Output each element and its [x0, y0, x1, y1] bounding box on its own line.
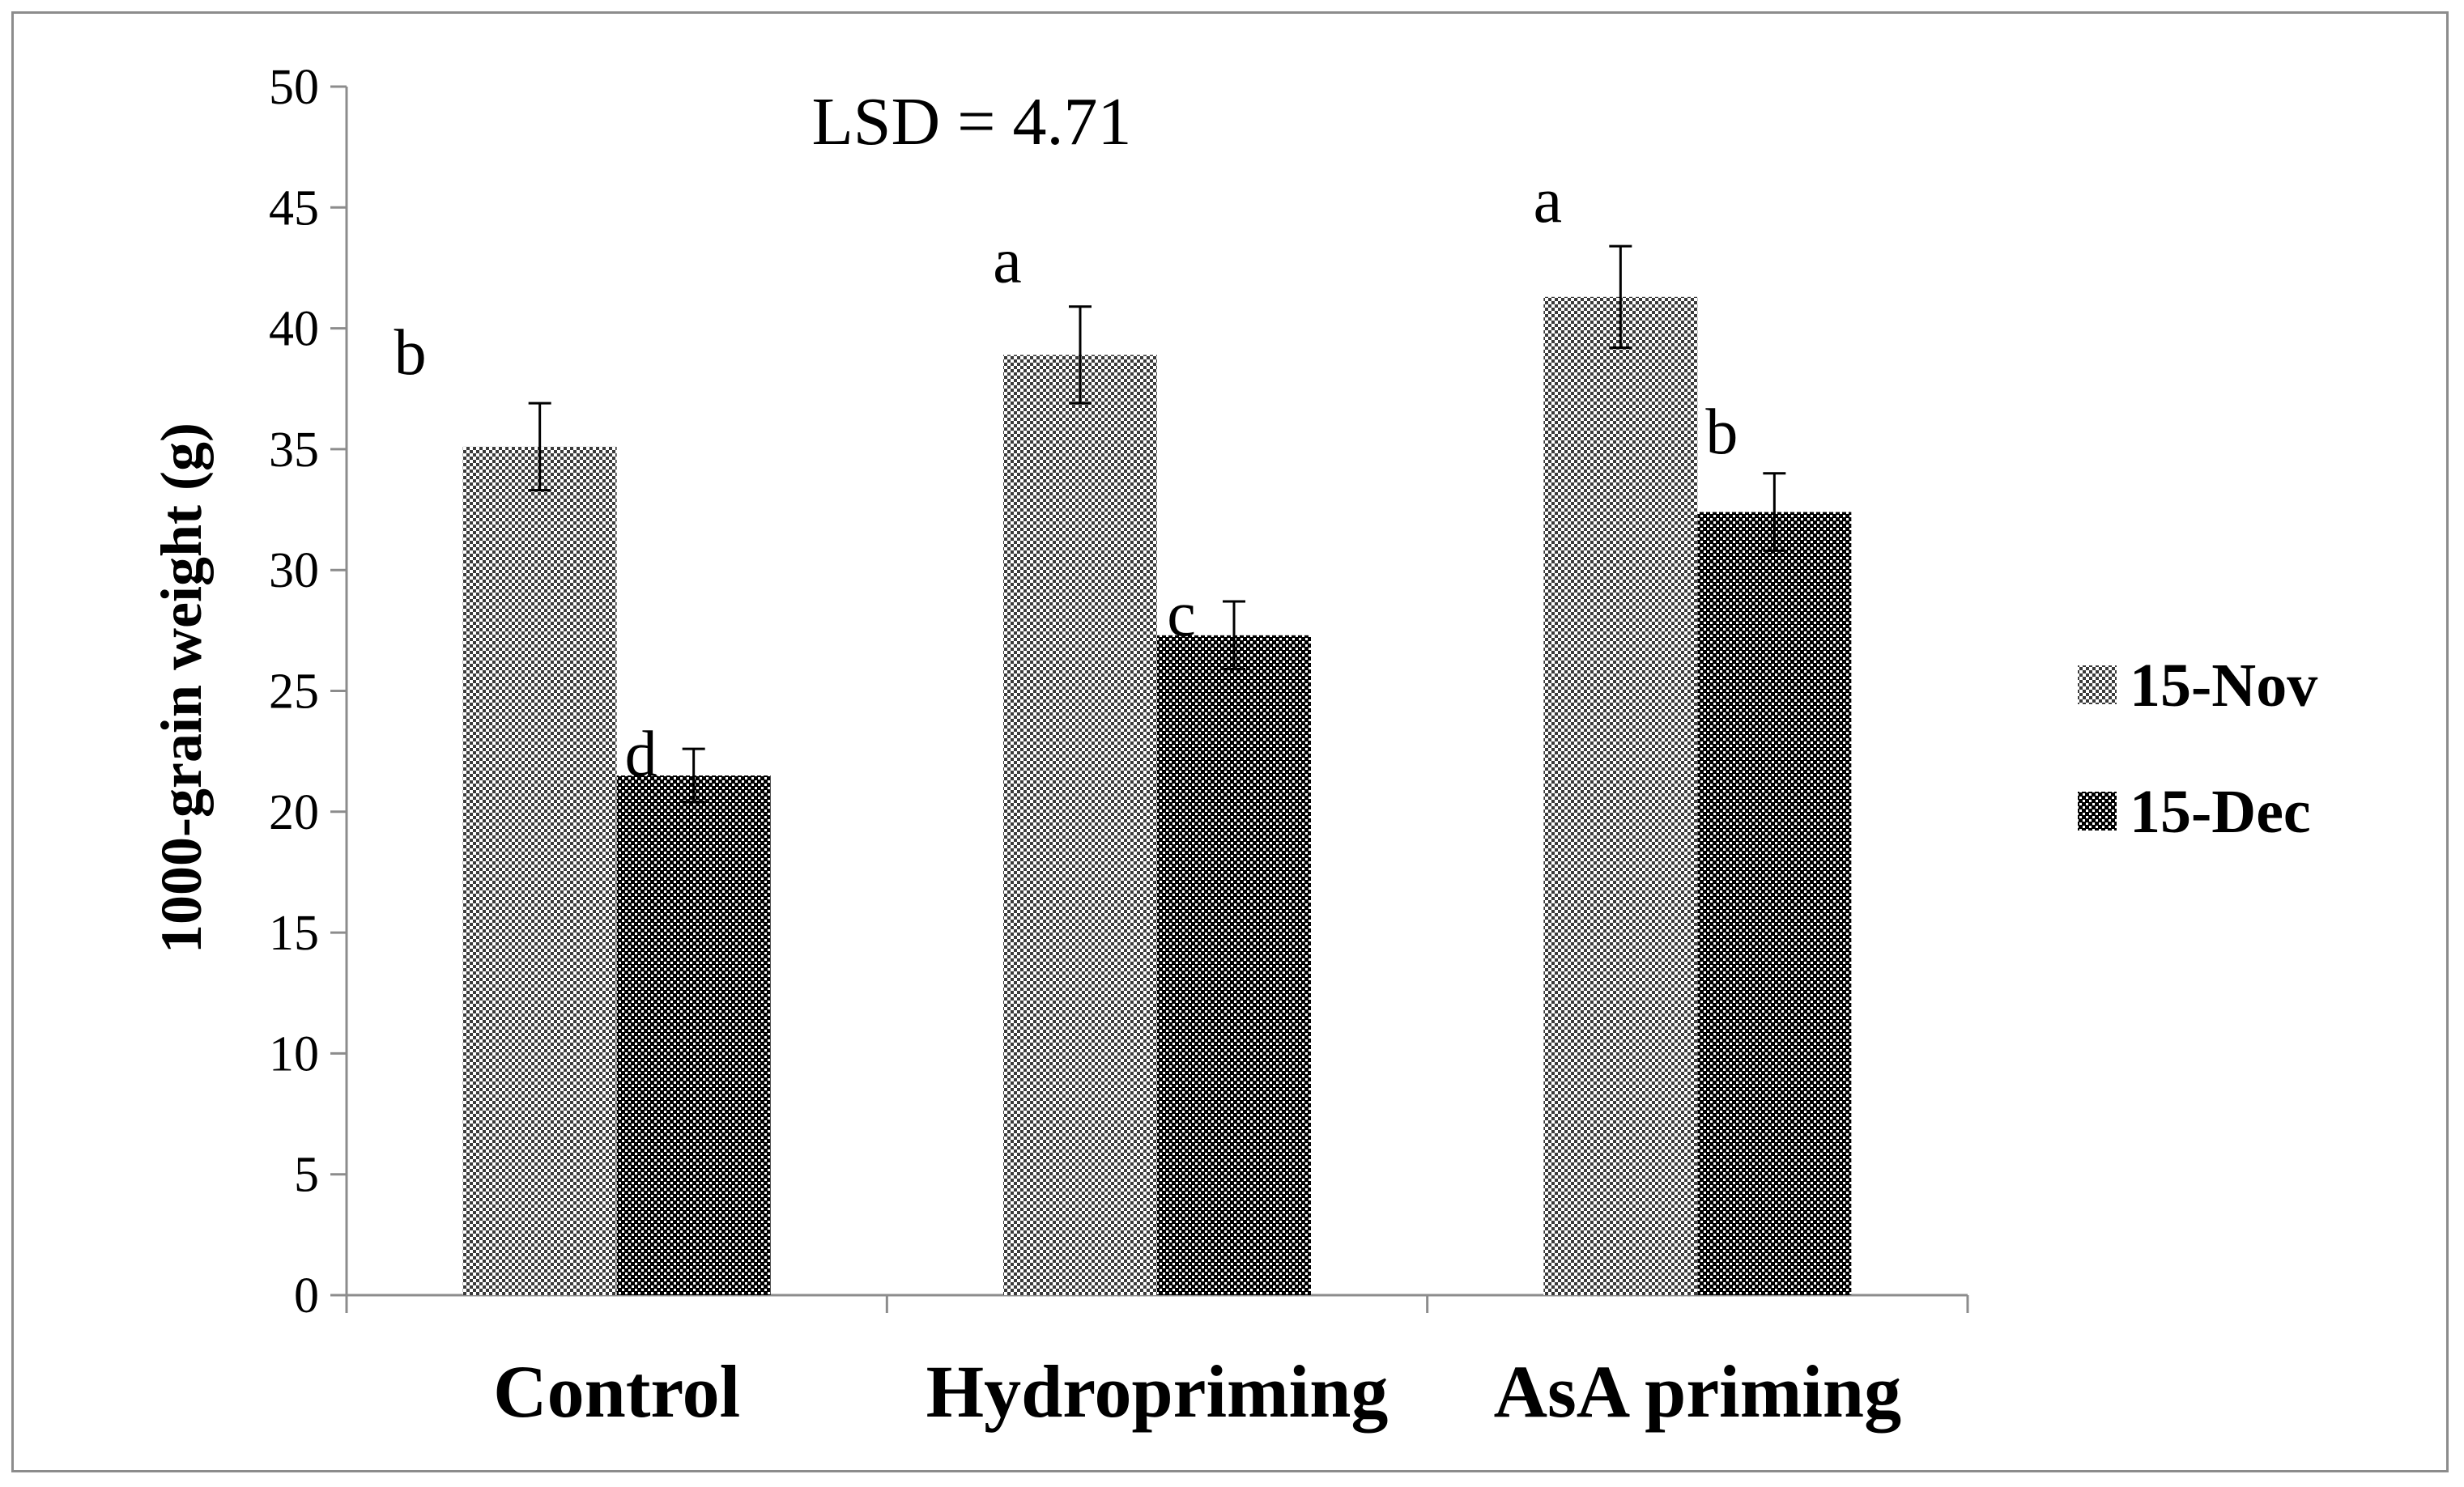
y-tick-label: 50: [269, 60, 319, 115]
legend-label-15-nov: 15-Nov: [2130, 652, 2317, 720]
y-tick-label: 15: [269, 906, 319, 961]
legend-swatch-15-dec: [2078, 792, 2117, 831]
bar-15-dec-hydropriming: [1157, 635, 1311, 1295]
bar-15-dec-asa-priming: [1697, 512, 1852, 1295]
legend-label-15-dec: 15-Dec: [2130, 778, 2311, 846]
y-tick-label: 5: [294, 1148, 319, 1203]
y-tick-label: 40: [269, 302, 319, 357]
bar-15-dec-control: [616, 775, 771, 1295]
y-tick-label: 35: [269, 423, 319, 478]
y-axis-label: 1000-grain weight (g): [149, 423, 214, 954]
bar-15-nov-asa-priming: [1543, 296, 1698, 1296]
x-category-label: Hydropriming: [926, 1350, 1389, 1433]
bar-15-nov-hydropriming: [1003, 355, 1157, 1295]
lsd-annotation: LSD = 4.71: [811, 84, 1131, 159]
y-tick-label: 10: [269, 1026, 319, 1081]
y-tick-label: 30: [269, 543, 319, 598]
y-tick-label: 25: [269, 665, 319, 720]
significance-letter: a: [993, 226, 1022, 297]
significance-letter: b: [1705, 397, 1738, 468]
significance-letter: b: [394, 317, 427, 389]
x-category-label: AsA priming: [1494, 1350, 1902, 1433]
y-tick-label: 45: [269, 181, 319, 236]
legend-swatch-15-nov: [2078, 665, 2117, 704]
significance-letter: a: [1534, 165, 1563, 236]
significance-letter: c: [1167, 579, 1196, 650]
bars: [462, 244, 1852, 1296]
y-tick-label: 20: [269, 785, 319, 840]
legend: 15-Nov 15-Dec: [2078, 652, 2317, 846]
bar-15-nov-control: [462, 446, 617, 1295]
y-tick-label: 0: [294, 1268, 319, 1323]
x-category-label: Control: [493, 1350, 740, 1433]
significance-letter: d: [625, 719, 657, 790]
labels: 0 5 10 15 20 25 30 35 40 45 50 b d Control a c Hydroprim…: [269, 60, 1901, 1433]
